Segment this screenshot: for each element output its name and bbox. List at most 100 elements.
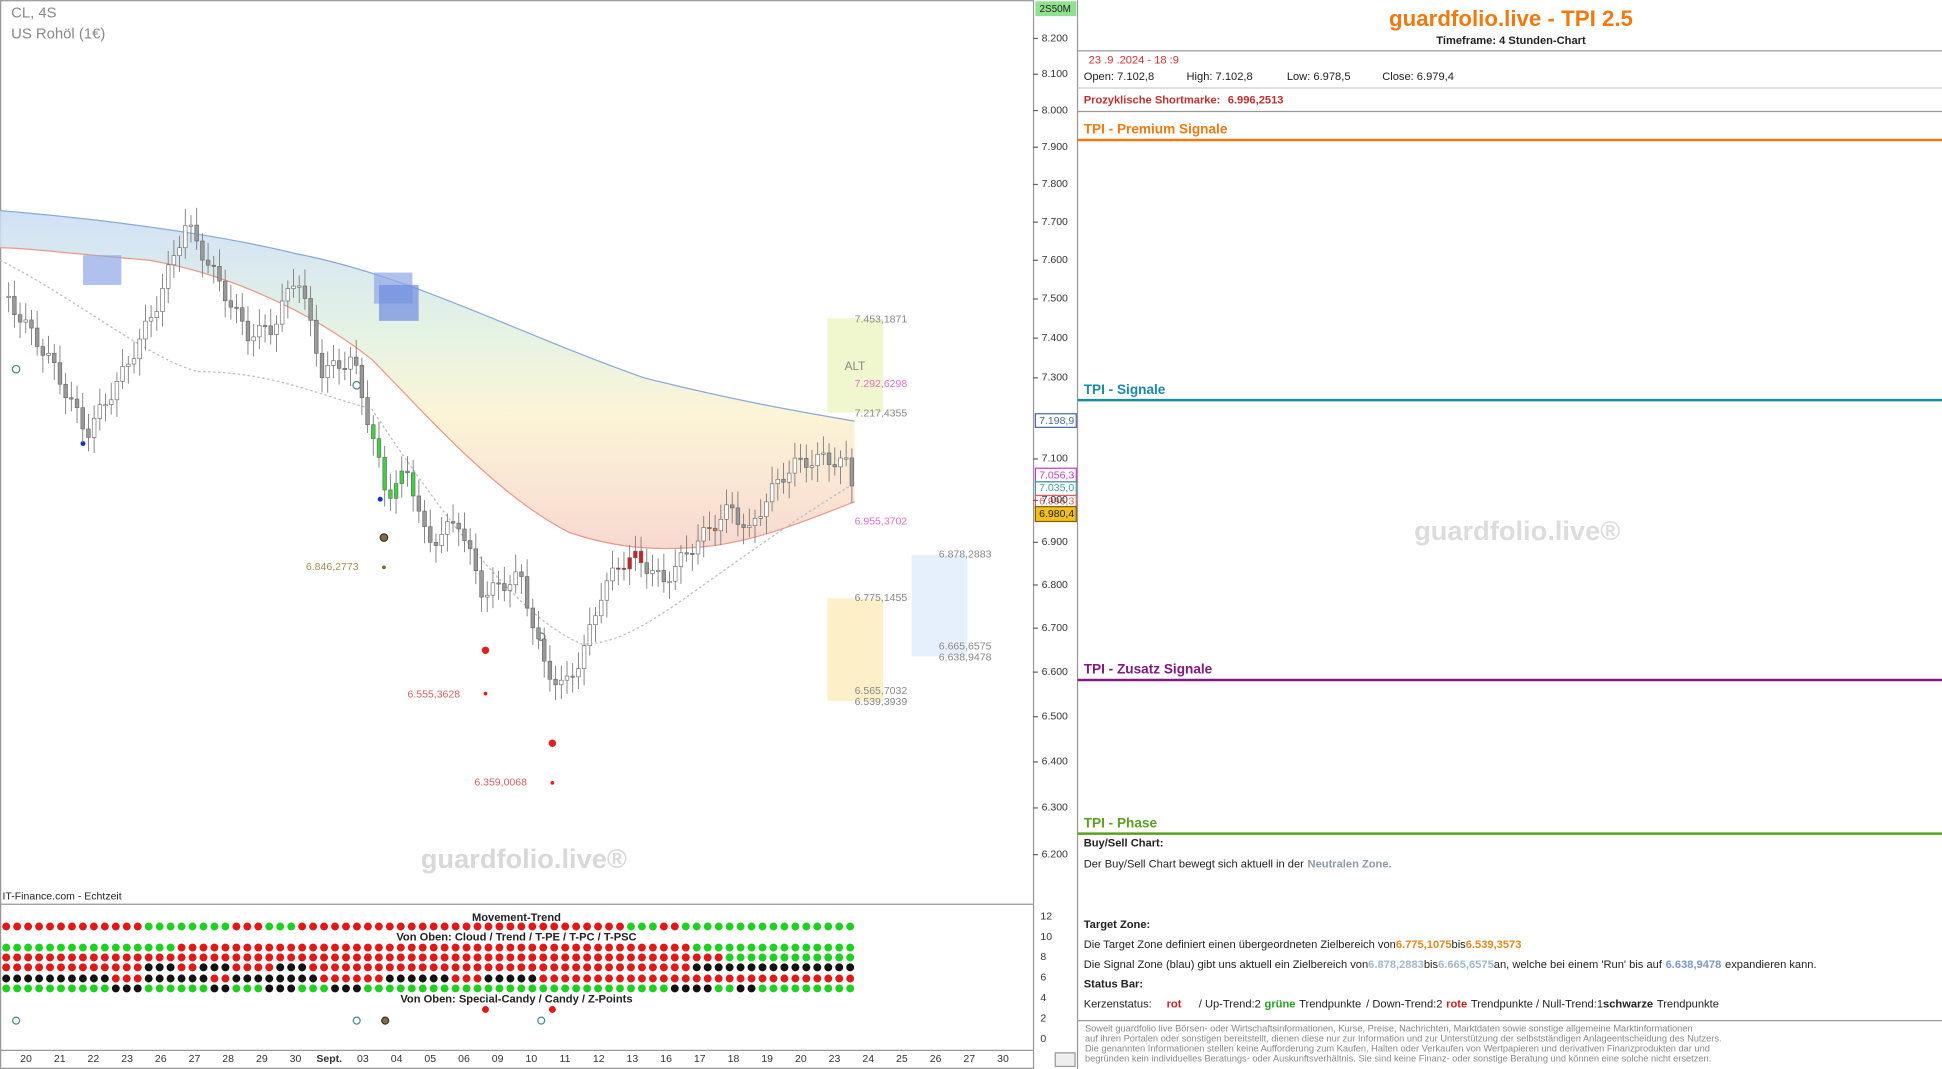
candle-body xyxy=(695,540,701,555)
trend-dot xyxy=(758,963,767,972)
trend-dot xyxy=(232,974,241,983)
trend-dot xyxy=(550,922,559,931)
chart-frame xyxy=(0,0,1035,1069)
trend-dot xyxy=(429,943,438,952)
candle-body xyxy=(120,366,125,382)
watermark: guardfolio.live® xyxy=(421,843,627,874)
candle-body xyxy=(718,518,723,532)
trend-dot xyxy=(385,953,394,962)
trend-dot xyxy=(506,984,515,993)
trend-dot xyxy=(265,963,274,972)
trend-dot xyxy=(648,943,657,952)
trend-dot xyxy=(57,984,65,993)
trend-dot xyxy=(517,974,526,983)
trend-dot xyxy=(2,943,11,952)
trend-dot xyxy=(199,953,208,962)
date-label: 13 xyxy=(627,1053,639,1065)
indicator-tick-label: 10 xyxy=(1040,931,1052,943)
trend-dot xyxy=(769,984,778,993)
trend-dot xyxy=(539,974,548,983)
candle-body xyxy=(502,583,507,591)
candle-body xyxy=(667,580,672,583)
trend-dot xyxy=(440,974,449,983)
trend-dot xyxy=(846,922,855,931)
trend-dot xyxy=(309,943,318,952)
trend-dot xyxy=(177,943,186,952)
trend-dot xyxy=(681,974,690,983)
trend-dot xyxy=(418,922,427,931)
trend-dot xyxy=(221,963,230,972)
trend-dot xyxy=(572,943,581,952)
candle-body xyxy=(291,285,296,289)
trend-dot xyxy=(166,974,175,983)
trend-dot xyxy=(67,963,76,972)
shortmark-value: 6.996,2513 xyxy=(1228,94,1284,106)
trend-dot xyxy=(627,943,635,952)
candle-body xyxy=(234,306,239,309)
trend-dot xyxy=(561,984,570,993)
trend-dot xyxy=(232,984,241,993)
trend-dot xyxy=(703,974,712,983)
trend-dot xyxy=(24,943,33,952)
trend-dot xyxy=(2,953,11,962)
candle-body xyxy=(200,240,205,261)
shortmark-label: Prozyklische Shortmarke: xyxy=(1084,94,1221,106)
annotation: 7.217,4355 xyxy=(855,408,908,420)
trend-dot xyxy=(144,974,153,983)
candle-body xyxy=(23,319,28,323)
signal-dot xyxy=(483,691,488,696)
trend-dot xyxy=(396,984,405,993)
trend-dot xyxy=(320,963,329,972)
trend-dot xyxy=(791,984,800,993)
trend-dot xyxy=(692,984,701,993)
trend-dot xyxy=(243,974,252,983)
trend-dot xyxy=(243,922,252,931)
text: Kerzenstatus: xyxy=(1084,998,1152,1010)
trend-dot xyxy=(594,974,603,983)
trend-dot xyxy=(550,974,559,983)
date-label: 29 xyxy=(256,1053,268,1065)
trend-dot xyxy=(342,963,350,972)
trend-dot xyxy=(188,974,197,983)
trend-dot xyxy=(747,974,756,983)
trend-dot xyxy=(57,922,65,931)
trend-dot xyxy=(46,953,54,962)
status: rote xyxy=(1446,998,1467,1010)
trend-dot xyxy=(144,984,153,993)
disclaimer: Die genannten Informationen stellen kein… xyxy=(1085,1044,1710,1054)
candle-body xyxy=(633,550,638,558)
trend-dot xyxy=(35,922,44,931)
trend-dot xyxy=(320,953,329,962)
text: Trendpunkte xyxy=(1299,998,1361,1010)
price-tick-label: 6.900 xyxy=(1042,536,1068,548)
candle-body xyxy=(388,489,393,499)
trend-dot xyxy=(769,953,778,962)
trend-dot xyxy=(473,963,482,972)
z-point xyxy=(352,1016,361,1025)
candle-body xyxy=(587,624,592,646)
trend-dot xyxy=(670,974,679,983)
zone: Neutralen Zone. xyxy=(1308,859,1392,871)
scroll-button[interactable] xyxy=(1054,1052,1076,1068)
trend-dot xyxy=(670,953,679,962)
text: Trendpunkte xyxy=(1657,998,1719,1010)
trend-dot xyxy=(802,953,811,962)
trend-dot xyxy=(374,943,383,952)
candle-body xyxy=(473,548,479,572)
candle-body xyxy=(678,552,684,567)
ohlc: Open: 7.102,8 xyxy=(1084,71,1155,83)
candle-body xyxy=(747,525,752,528)
date-label: 20 xyxy=(20,1053,32,1065)
trend-dot xyxy=(89,974,98,983)
trend-dot xyxy=(769,963,778,972)
candle-body xyxy=(103,404,108,407)
trend-dot xyxy=(692,953,701,962)
trend-dot xyxy=(550,984,559,993)
trend-dot xyxy=(166,943,175,952)
text: Trendpunkte / Null-Trend:1 xyxy=(1471,998,1603,1010)
trend-dot xyxy=(57,953,65,962)
value: 6.775,1075 xyxy=(1396,939,1452,951)
trend-dot xyxy=(46,943,54,952)
trend-dot xyxy=(210,953,219,962)
